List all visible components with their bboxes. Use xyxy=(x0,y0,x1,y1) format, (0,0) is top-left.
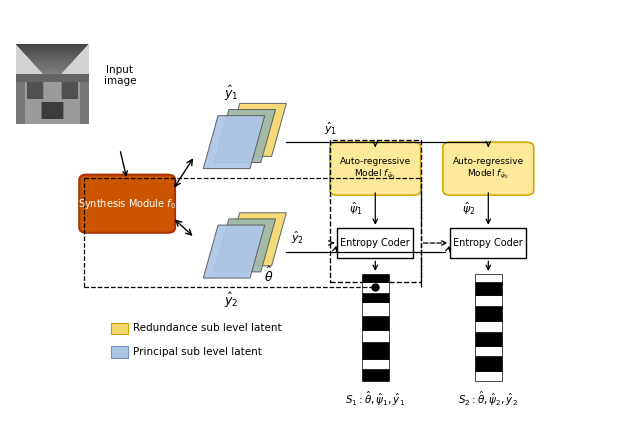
Bar xyxy=(362,293,389,302)
Bar xyxy=(362,359,389,369)
Text: Principal sub level latent: Principal sub level latent xyxy=(133,347,262,357)
Bar xyxy=(475,371,502,381)
Bar xyxy=(475,282,502,295)
Text: $\hat{\psi}_1$: $\hat{\psi}_1$ xyxy=(349,201,363,217)
Polygon shape xyxy=(214,219,276,272)
Polygon shape xyxy=(225,213,287,266)
Bar xyxy=(450,228,526,258)
Text: Synthesis Module $f_0$: Synthesis Module $f_0$ xyxy=(78,197,176,211)
Text: $\hat{\theta}$: $\hat{\theta}$ xyxy=(264,266,274,285)
Bar xyxy=(475,332,502,346)
Text: Auto-regressive
Model $f_{\hat{\psi}_1}$: Auto-regressive Model $f_{\hat{\psi}_1}$ xyxy=(340,157,411,181)
Bar xyxy=(111,346,128,358)
Bar xyxy=(475,346,502,356)
Bar xyxy=(362,302,389,316)
Text: Redundance sub level latent: Redundance sub level latent xyxy=(133,324,282,333)
Polygon shape xyxy=(214,110,276,163)
Text: $S_1 : \hat{\theta}, \hat{\psi}_1, \hat{y}_1$: $S_1 : \hat{\theta}, \hat{\psi}_1, \hat{… xyxy=(346,390,405,408)
Text: $\hat{y}_2$: $\hat{y}_2$ xyxy=(291,230,304,246)
Polygon shape xyxy=(204,116,265,169)
Text: Input
image: Input image xyxy=(103,65,136,86)
Bar xyxy=(475,306,502,321)
Bar xyxy=(362,341,389,359)
FancyBboxPatch shape xyxy=(330,142,421,195)
FancyBboxPatch shape xyxy=(79,174,175,233)
Bar xyxy=(475,295,502,306)
Bar xyxy=(111,322,128,334)
Bar xyxy=(475,356,502,371)
Polygon shape xyxy=(204,225,265,278)
Bar xyxy=(330,140,421,282)
Text: $\hat{y}_1$: $\hat{y}_1$ xyxy=(324,121,337,137)
FancyBboxPatch shape xyxy=(443,142,534,195)
Bar xyxy=(362,330,389,341)
Text: $\hat{\psi}_2$: $\hat{\psi}_2$ xyxy=(462,201,476,217)
Bar xyxy=(362,282,389,293)
Bar xyxy=(475,321,502,332)
Text: Entropy Coder: Entropy Coder xyxy=(340,238,410,248)
Polygon shape xyxy=(225,103,287,156)
Text: Entropy Coder: Entropy Coder xyxy=(453,238,523,248)
Bar xyxy=(362,316,389,330)
Bar xyxy=(362,369,389,381)
Text: $\hat{y}_1$: $\hat{y}_1$ xyxy=(224,84,239,103)
Bar xyxy=(475,274,502,282)
Text: $\hat{y}_2$: $\hat{y}_2$ xyxy=(224,291,239,310)
Text: $S_2 : \hat{\theta}, \hat{\psi}_2, \hat{y}_2$: $S_2 : \hat{\theta}, \hat{\psi}_2, \hat{… xyxy=(458,390,518,408)
Bar xyxy=(337,228,413,258)
Bar xyxy=(362,274,389,282)
Text: Auto-regressive
Model $f_{\hat{\psi}_2}$: Auto-regressive Model $f_{\hat{\psi}_2}$ xyxy=(453,157,524,181)
